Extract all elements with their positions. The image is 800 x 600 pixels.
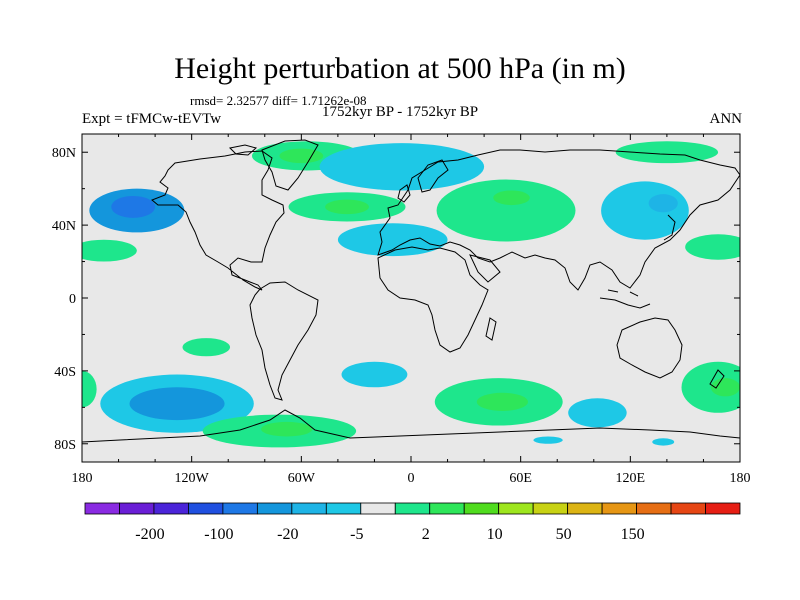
colorbar-swatch — [429, 502, 465, 515]
experiment-label: Expt = tFMCw-tEVTw — [82, 111, 222, 127]
colorbar-swatch — [222, 502, 258, 515]
anomaly-region — [652, 438, 675, 446]
coastlines — [82, 139, 740, 443]
coast-greenland — [261, 139, 319, 191]
coast-australia — [616, 317, 683, 379]
x-tick-label: 180 — [730, 471, 751, 486]
colorbar-swatch — [360, 502, 396, 515]
colorbar: -200 -100 -20 -5 2 10 50 150 — [84, 502, 741, 543]
anomaly-region — [129, 387, 225, 421]
colorbar-label: 150 — [621, 526, 645, 543]
anomaly-region — [568, 398, 627, 428]
colorbar-swatch — [188, 502, 224, 515]
axis-layer: 180 120W 60W 0 60E 120E 180 80N 40N 0 40S 80S — [52, 134, 751, 486]
anomaly-region — [325, 199, 369, 215]
colorbar-swatch — [84, 502, 120, 515]
anomaly-region — [533, 436, 563, 444]
anomaly-region — [710, 378, 740, 397]
anomaly-region — [279, 148, 324, 164]
coast-south-america — [249, 281, 319, 401]
colorbar-label: 2 — [422, 526, 430, 543]
colorbar-label: -20 — [277, 526, 298, 543]
y-tick-label: 80N — [52, 146, 76, 161]
x-tick-label: 60W — [288, 471, 316, 486]
anomaly-region — [601, 181, 689, 240]
coast-scandinavia — [417, 159, 449, 193]
coast-arabia — [469, 254, 501, 283]
colorbar-swatch — [636, 502, 672, 515]
colorbar-label: -200 — [135, 526, 164, 543]
colorbar-swatch — [394, 502, 431, 515]
y-tick-label: 40N — [52, 219, 76, 234]
colorbar-swatch — [567, 502, 603, 515]
x-tick-label: 60E — [509, 471, 532, 486]
colorbar-label: -5 — [350, 526, 363, 543]
anomaly-region — [111, 195, 156, 218]
coast-north-america — [151, 150, 285, 291]
colorbar-swatch — [532, 502, 569, 515]
anomaly-region — [82, 370, 97, 408]
anomaly-region — [82, 239, 137, 262]
anomaly-region — [648, 194, 678, 213]
coast-madagascar — [485, 317, 497, 341]
coast-africa — [377, 246, 489, 353]
anomaly-region — [261, 421, 313, 437]
colorbar-swatch — [601, 502, 637, 515]
colorbar-swatch — [119, 502, 155, 515]
anomaly-region — [436, 179, 576, 242]
anomaly-region — [493, 190, 530, 206]
x-tick-label: 0 — [408, 471, 415, 486]
anomaly-region — [685, 234, 740, 260]
anomaly-region — [337, 223, 448, 257]
colorbar-swatch — [705, 502, 741, 515]
y-tick-label: 0 — [69, 292, 76, 307]
colorbar-label: 10 — [487, 526, 503, 543]
season-label: ANN — [709, 111, 743, 127]
colorbar-swatch — [291, 502, 327, 515]
x-tick-label: 120W — [175, 471, 210, 486]
colorbar-swatch — [670, 502, 706, 515]
colorbar-swatch — [325, 502, 362, 515]
coast-japan — [663, 214, 676, 241]
anomaly-region — [341, 361, 408, 388]
coast-antarctica — [82, 409, 740, 443]
map-title: Height perturbation at 500 hPa (in m) — [174, 52, 626, 85]
coast-indonesia — [599, 289, 651, 309]
y-tick-label: 80S — [54, 438, 76, 453]
colorbar-swatch — [498, 502, 534, 515]
x-tick-label: 120E — [616, 471, 646, 486]
anomaly-region — [319, 143, 485, 191]
coast-arctic-islands — [228, 144, 258, 156]
rmsd-stats: rmsd= 2.32577 diff= 1.71262e-08 — [190, 93, 367, 108]
anomaly-layer — [82, 141, 740, 448]
y-tick-label: 40S — [54, 365, 76, 380]
colorbar-label: 50 — [556, 526, 572, 543]
anomaly-region — [182, 338, 231, 357]
coast-british-isles — [397, 184, 411, 203]
x-tick-label: 180 — [72, 471, 93, 486]
colorbar-swatch — [256, 502, 293, 515]
coast-new-zealand — [709, 369, 725, 389]
colorbar-label: -100 — [204, 526, 233, 543]
colorbar-swatch — [153, 502, 189, 515]
anomaly-region — [476, 392, 528, 411]
time-period: 1752kyr BP - 1752kyr BP — [322, 104, 479, 120]
colorbar-swatch — [463, 502, 500, 515]
